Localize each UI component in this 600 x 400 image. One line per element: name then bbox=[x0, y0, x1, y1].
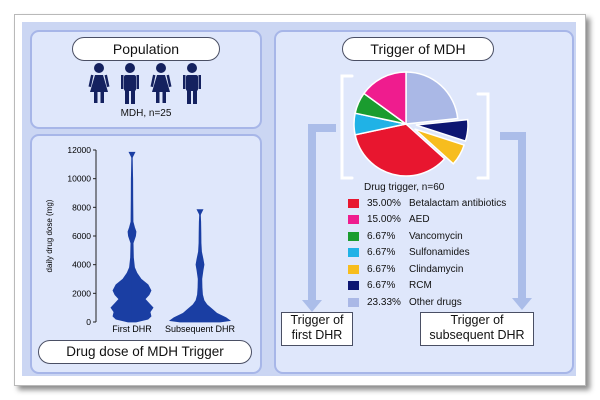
male-icon bbox=[121, 63, 139, 104]
y-tick-label: 12000 bbox=[67, 145, 91, 155]
pie-legend: 35.00% Betalactam antibiotics 15.00% AED 6.6… bbox=[348, 196, 548, 314]
female-icon bbox=[88, 63, 110, 103]
legend-percent: 15.00% bbox=[367, 214, 401, 225]
x-tick-label: First DHR bbox=[112, 324, 152, 334]
legend-item: 6.67% RCM bbox=[348, 279, 432, 293]
legend-swatch bbox=[348, 297, 359, 307]
y-tick-label: 6000 bbox=[72, 231, 91, 241]
legend-swatch bbox=[348, 264, 359, 274]
dose-title: Drug dose of MDH Trigger bbox=[38, 340, 252, 364]
x-tick-label: Subsequent DHR bbox=[165, 324, 236, 334]
first-dhr-line1: Trigger of bbox=[290, 313, 344, 327]
population-title: Population bbox=[72, 37, 220, 61]
legend-label: Sulfonamides bbox=[409, 247, 470, 258]
subsequent-dhr-box: Trigger of subsequent DHR bbox=[420, 312, 534, 346]
legend-label: RCM bbox=[409, 280, 432, 291]
violin-chart: 0 2000 4000 6000 8000 10000 12000 daily drug do… bbox=[45, 145, 236, 334]
legend-label: Other drugs bbox=[409, 296, 462, 308]
legend-item: 6.67% Clindamycin bbox=[348, 262, 463, 276]
legend-label: AED bbox=[409, 214, 430, 225]
pie-bracket-left bbox=[340, 74, 354, 180]
y-tick-label: 8000 bbox=[72, 202, 91, 212]
pie-bracket-right bbox=[476, 92, 490, 180]
legend-swatch bbox=[348, 281, 359, 290]
pie-chart bbox=[353, 71, 469, 177]
y-tick-label: 2000 bbox=[72, 288, 91, 298]
legend-percent: 6.67% bbox=[367, 230, 396, 242]
population-caption: MDH, n=25 bbox=[120, 108, 172, 119]
pie-slice-clindamycin bbox=[414, 128, 466, 165]
pie-slice-rcm bbox=[415, 118, 469, 143]
legend-item: 35.00% Betalactam antibiotics bbox=[348, 196, 506, 210]
y-axis-label: daily drug dose (mg) bbox=[45, 199, 54, 272]
subsequent-dhr-line1: Trigger of bbox=[450, 313, 504, 327]
pie-slice-aed bbox=[362, 71, 407, 126]
pie-caption: Drug trigger, n=60 bbox=[364, 182, 445, 193]
first-dhr-box: Trigger of first DHR bbox=[281, 312, 353, 346]
legend-swatch bbox=[348, 198, 359, 208]
trigger-graphics bbox=[302, 71, 532, 312]
arrow-head-first bbox=[302, 300, 322, 312]
arrow-head-subsequent bbox=[512, 298, 532, 310]
female-icon bbox=[150, 63, 172, 103]
legend-percent: 6.67% bbox=[367, 263, 396, 275]
dose-panel: 0 2000 4000 6000 8000 10000 12000 daily drug do… bbox=[30, 134, 262, 374]
legend-percent: 35.00% bbox=[367, 197, 401, 209]
legend-swatch bbox=[348, 248, 359, 257]
first-dhr-line2: first DHR bbox=[291, 328, 343, 342]
y-tick-label: 4000 bbox=[72, 260, 91, 270]
legend-percent: 6.67% bbox=[367, 280, 396, 291]
legend-item: 6.67% Vancomycin bbox=[348, 229, 463, 243]
population-panel: Population MDH, n=25 bbox=[30, 30, 262, 129]
trigger-title: Trigger of MDH bbox=[342, 37, 494, 61]
pie-slice-other-drugs bbox=[405, 71, 459, 125]
legend-percent: 23.33% bbox=[367, 296, 401, 308]
pie-slice-betalactam-antibiotics bbox=[354, 123, 446, 177]
legend-item: 23.33% Other drugs bbox=[348, 295, 462, 309]
legend-swatch bbox=[348, 215, 359, 224]
legend-item: 15.00% AED bbox=[348, 213, 430, 227]
legend-item: 6.67% Sulfonamides bbox=[348, 246, 470, 260]
legend-swatch bbox=[348, 231, 359, 241]
violin-max-marker bbox=[128, 151, 136, 159]
legend-percent: 6.67% bbox=[367, 247, 396, 258]
subsequent-dhr-line2: subsequent DHR bbox=[429, 328, 525, 342]
y-tick-label: 0 bbox=[86, 317, 91, 327]
y-tick-label: 10000 bbox=[67, 174, 91, 184]
legend-label: Vancomycin bbox=[409, 230, 463, 242]
violin-max-marker bbox=[196, 209, 204, 217]
trigger-panel: Trigger of MDH Drug trigger, n=60 35.00%… bbox=[274, 30, 574, 374]
arrow-first-dhr bbox=[308, 124, 336, 302]
arrow-subsequent-dhr bbox=[500, 132, 526, 300]
legend-label: Betalactam antibiotics bbox=[409, 197, 507, 209]
legend-label: Clindamycin bbox=[409, 263, 464, 275]
people-icons bbox=[88, 63, 201, 104]
male-icon bbox=[183, 63, 201, 104]
